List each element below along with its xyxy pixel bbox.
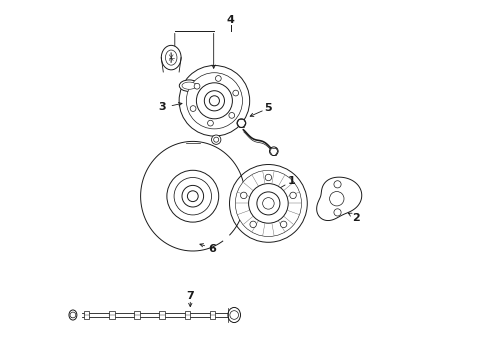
Bar bbox=[84, 311, 90, 319]
Text: 4: 4 bbox=[227, 15, 235, 25]
Circle shape bbox=[70, 312, 76, 318]
Circle shape bbox=[186, 73, 243, 129]
Circle shape bbox=[233, 90, 239, 96]
Circle shape bbox=[334, 209, 341, 216]
Circle shape bbox=[216, 76, 221, 81]
Text: 7: 7 bbox=[186, 291, 194, 301]
Text: 6: 6 bbox=[209, 244, 217, 254]
Circle shape bbox=[194, 84, 200, 89]
Circle shape bbox=[330, 192, 344, 206]
Circle shape bbox=[208, 120, 213, 126]
Circle shape bbox=[204, 91, 224, 111]
Circle shape bbox=[167, 170, 219, 222]
Circle shape bbox=[209, 96, 220, 106]
Circle shape bbox=[182, 185, 204, 207]
Circle shape bbox=[229, 112, 235, 118]
Ellipse shape bbox=[166, 50, 177, 65]
Ellipse shape bbox=[182, 82, 196, 89]
Circle shape bbox=[250, 221, 256, 228]
Circle shape bbox=[196, 83, 232, 119]
Circle shape bbox=[212, 135, 221, 144]
Circle shape bbox=[280, 221, 287, 228]
Ellipse shape bbox=[179, 80, 199, 91]
Circle shape bbox=[334, 181, 341, 188]
Circle shape bbox=[230, 311, 239, 319]
Circle shape bbox=[229, 165, 307, 242]
Circle shape bbox=[187, 191, 198, 202]
Text: 1: 1 bbox=[287, 176, 295, 186]
Circle shape bbox=[270, 147, 278, 156]
Circle shape bbox=[241, 192, 247, 199]
Ellipse shape bbox=[228, 307, 241, 323]
Circle shape bbox=[290, 192, 296, 199]
Circle shape bbox=[237, 119, 245, 127]
Text: 2: 2 bbox=[352, 213, 360, 223]
Polygon shape bbox=[317, 177, 362, 221]
Circle shape bbox=[265, 174, 271, 181]
Circle shape bbox=[214, 137, 219, 142]
Bar bbox=[134, 311, 140, 319]
Bar bbox=[159, 311, 165, 319]
Circle shape bbox=[248, 184, 288, 223]
Circle shape bbox=[174, 177, 212, 215]
Bar bbox=[185, 311, 190, 319]
Bar bbox=[210, 311, 216, 319]
Text: 5: 5 bbox=[264, 103, 271, 113]
Circle shape bbox=[179, 66, 250, 136]
Text: 3: 3 bbox=[158, 102, 166, 112]
Circle shape bbox=[263, 198, 274, 209]
Bar bbox=[109, 311, 115, 319]
Circle shape bbox=[235, 170, 301, 237]
Ellipse shape bbox=[161, 45, 181, 70]
Ellipse shape bbox=[69, 310, 77, 320]
Circle shape bbox=[190, 106, 196, 112]
Circle shape bbox=[257, 192, 280, 215]
